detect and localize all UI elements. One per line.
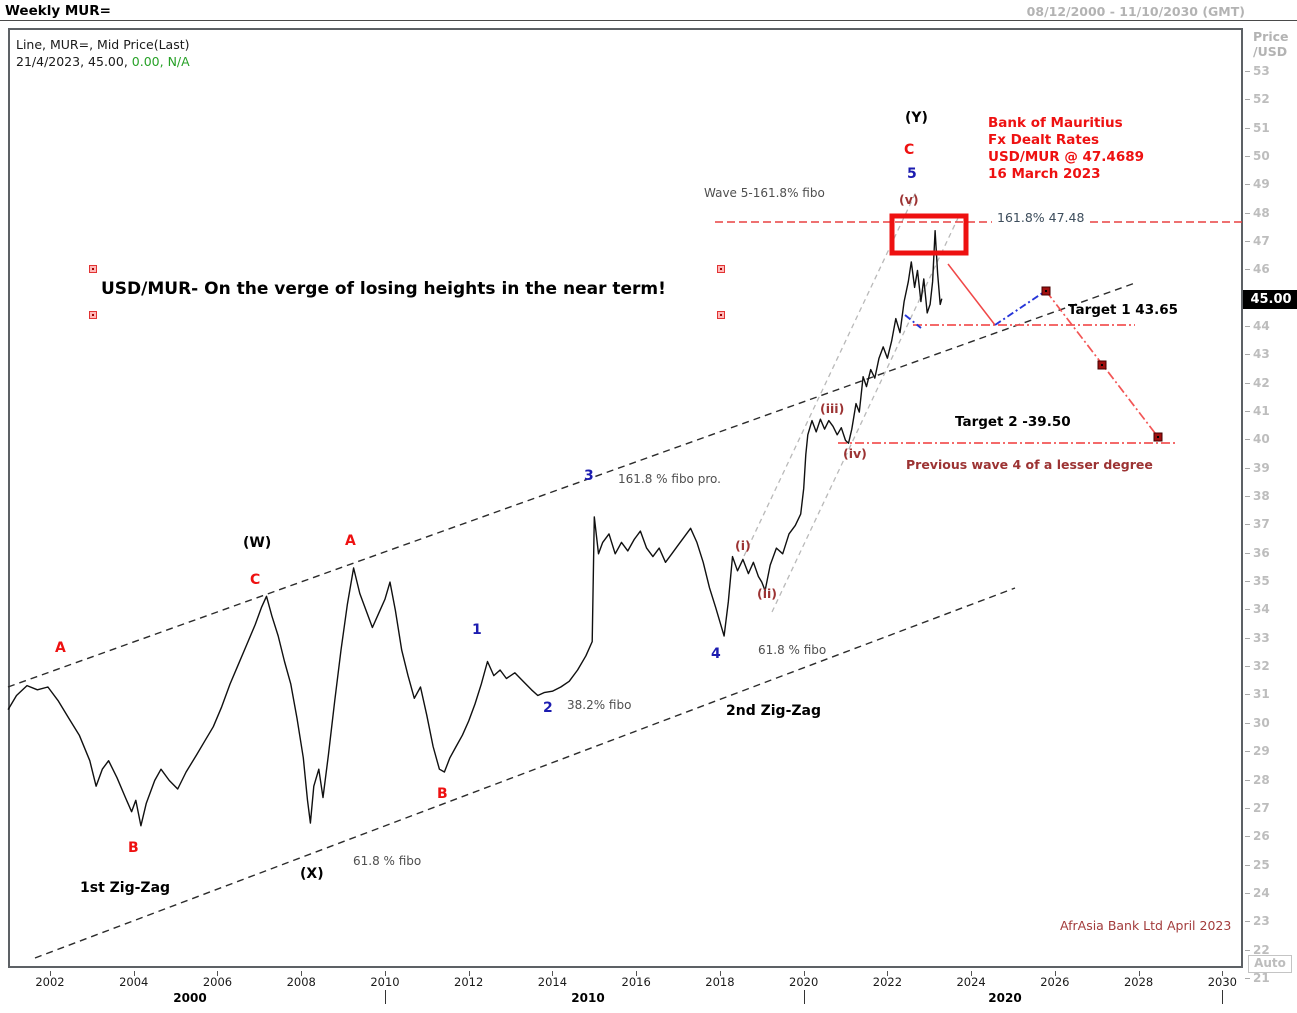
year-label-2004: 2004: [119, 975, 149, 989]
price-tick-24: 24: [1245, 886, 1297, 902]
year-label-2002: 2002: [35, 975, 65, 989]
price-tick-41: 41: [1245, 404, 1297, 420]
wave5-channel-line-2: [771, 217, 959, 613]
year-tick-2018: [719, 971, 721, 976]
year-label-2016: 2016: [621, 975, 651, 989]
year-label-2018: 2018: [705, 975, 735, 989]
decade-label-2010: 2010: [571, 991, 605, 1005]
year-tick-2016: [636, 971, 638, 976]
trend-channel-line-2: [34, 587, 1016, 959]
decade-label-2000: 2000: [173, 991, 207, 1005]
legend-line2: 21/4/2023, 45.00, 0.00, N/A: [16, 53, 190, 70]
year-label-2026: 2026: [1040, 975, 1070, 989]
price-tick-47: 47: [1245, 234, 1297, 250]
year-label-2006: 2006: [202, 975, 233, 989]
legend-last-value: 21/4/2023, 45.00,: [16, 54, 128, 69]
chart-title: Weekly MUR=: [5, 3, 111, 19]
price-tick-43: 43: [1245, 347, 1297, 363]
auto-scale-button[interactable]: Auto: [1248, 955, 1292, 973]
price-tick-53: 53: [1245, 64, 1297, 80]
price-tick-48: 48: [1245, 206, 1297, 222]
decade-tick-2010: [384, 990, 386, 1004]
year-tick-2020: [803, 971, 805, 976]
price-tick-29: 29: [1245, 744, 1297, 760]
series-legend[interactable]: Line, MUR=, Mid Price(Last) 21/4/2023, 4…: [16, 36, 190, 70]
year-tick-2022: [887, 971, 889, 976]
price-tick-36: 36: [1245, 546, 1297, 562]
price-tick-49: 49: [1245, 177, 1297, 193]
year-tick-2002: [50, 971, 51, 976]
time-axis[interactable]: 2002 2004 2006 2008 2010 2012 2014 2016 2018 2020…: [0, 970, 1297, 1013]
price-tick-38: 38: [1245, 489, 1297, 505]
price-tick-27: 27: [1245, 801, 1297, 817]
price-tick-28: 28: [1245, 773, 1297, 789]
price-tick-30: 30: [1245, 716, 1297, 732]
decade-label-2020: 2020: [988, 991, 1022, 1005]
year-label-2008: 2008: [286, 975, 316, 989]
decade-tick-2030: [1222, 990, 1224, 1004]
price-tick-21: 21: [1245, 971, 1297, 987]
year-label-2010: 2010: [370, 975, 400, 989]
year-label-2012: 2012: [454, 975, 484, 989]
year-label-2028: 2028: [1123, 975, 1154, 989]
price-tick-23: 23: [1245, 914, 1297, 930]
price-axis-title: Price /USD: [1253, 29, 1289, 59]
price-tick-40: 40: [1245, 432, 1297, 448]
trend-channel-line-1: [7, 282, 1136, 688]
year-tick-2008: [301, 971, 303, 976]
year-tick-2012: [468, 971, 470, 976]
date-range-label: 08/12/2000 - 11/10/2030 (GMT): [1026, 4, 1245, 19]
year-tick-2010: [384, 971, 386, 976]
year-tick-2026: [1054, 971, 1056, 976]
year-label-2024: 2024: [956, 975, 986, 989]
price-tick-42: 42: [1245, 376, 1297, 392]
year-tick-2004: [133, 971, 135, 976]
pullback-line-1: [947, 263, 996, 326]
year-label-2022: 2022: [872, 975, 903, 989]
year-tick-2024: [971, 971, 973, 976]
target-marker-dot-1: [1045, 290, 1047, 292]
price-series-line: [7, 229, 943, 827]
price-tick-44: 44: [1245, 319, 1297, 335]
price-tick-25: 25: [1245, 858, 1297, 874]
price-tick-52: 52: [1245, 92, 1297, 108]
price-tick-32: 32: [1245, 659, 1297, 675]
price-tick-31: 31: [1245, 687, 1297, 703]
year-label-2030: 2030: [1207, 975, 1237, 989]
price-tick-46: 46: [1245, 262, 1297, 278]
target-marker-dot-2: [1101, 364, 1103, 366]
price-tick-26: 26: [1245, 829, 1297, 845]
wave5-channel-line-1: [743, 191, 917, 557]
legend-line1: Line, MUR=, Mid Price(Last): [16, 37, 190, 52]
target-marker-dot-3: [1157, 436, 1159, 438]
price-tick-22: 22: [1245, 943, 1297, 959]
price-axis[interactable]: Price /USD 45.00 Auto 53 52 51 50 49 48 47 46 44…: [1243, 21, 1297, 1001]
title-divider: [0, 20, 1297, 21]
price-tick-35: 35: [1245, 574, 1297, 590]
year-tick-2030: [1222, 971, 1224, 976]
legend-change-value: 0.00, N/A: [127, 54, 190, 69]
year-label-2014: 2014: [537, 975, 568, 989]
year-tick-2028: [1138, 971, 1140, 976]
price-tick-33: 33: [1245, 631, 1297, 647]
price-tick-37: 37: [1245, 517, 1297, 533]
top-highlight-rectangle: [889, 213, 969, 256]
year-tick-2006: [217, 971, 219, 976]
year-label-2020: 2020: [789, 975, 819, 989]
current-price-badge: 45.00: [1243, 289, 1297, 309]
price-tick-50: 50: [1245, 149, 1297, 165]
bounce-projection-line-1: [904, 314, 922, 329]
price-tick-34: 34: [1245, 602, 1297, 618]
plot-area[interactable]: [8, 28, 1243, 968]
decade-tick-2020: [803, 990, 805, 1004]
bounce-projection-line-2: [994, 291, 1045, 326]
price-tick-51: 51: [1245, 121, 1297, 137]
price-tick-39: 39: [1245, 461, 1297, 477]
year-tick-2014: [552, 971, 554, 976]
